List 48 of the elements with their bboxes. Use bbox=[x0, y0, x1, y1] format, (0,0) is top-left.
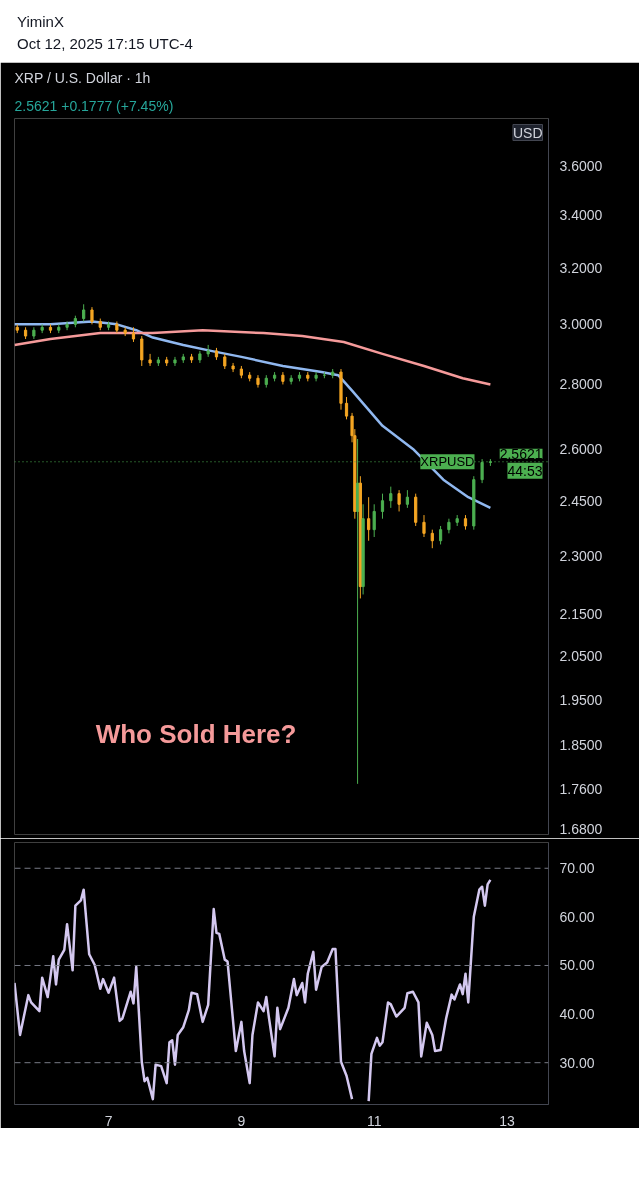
y-tick-label: 2.8000 bbox=[559, 376, 603, 393]
candlestick bbox=[389, 486, 393, 509]
candlestick bbox=[148, 353, 152, 367]
y-tick-label: 2.4500 bbox=[559, 492, 603, 509]
annotation: 44:53 bbox=[507, 462, 543, 479]
candlestick bbox=[430, 529, 434, 549]
line-series bbox=[14, 320, 492, 510]
y-tick-label: 30.00 bbox=[559, 1054, 595, 1071]
y-tick-label: 1.7600 bbox=[559, 780, 603, 797]
y-tick-label: 1.6800 bbox=[559, 821, 603, 838]
chart-title: XRP / U.S. Dollar · 1h bbox=[14, 69, 151, 86]
x-tick-label: 7 bbox=[104, 1112, 113, 1129]
y-axis-title: USD bbox=[512, 124, 543, 141]
candlestick bbox=[397, 489, 401, 512]
annotation: 2.5621 bbox=[499, 445, 543, 462]
candlestick bbox=[438, 525, 443, 545]
candlestick bbox=[380, 493, 385, 520]
x-tick-label: 11 bbox=[366, 1112, 382, 1129]
y-tick-label: 3.0000 bbox=[559, 316, 603, 333]
y-tick-label: 60.00 bbox=[559, 908, 595, 925]
y-tick-label: 3.4000 bbox=[559, 207, 603, 224]
y-tick-label: 1.8500 bbox=[559, 737, 603, 754]
y-tick-label: 1.9500 bbox=[559, 691, 603, 708]
x-tick-label: 13 bbox=[499, 1112, 515, 1129]
chart-subtitle: 2.5621 +0.1777 (+7.45%) bbox=[14, 97, 174, 114]
y-tick-label: 3.2000 bbox=[559, 260, 603, 277]
candlestick bbox=[140, 335, 144, 367]
candlestick bbox=[422, 514, 426, 538]
ref-line-label: XRPUSD bbox=[420, 454, 475, 470]
text: YiminX bbox=[17, 13, 64, 30]
x-tick-label: 9 bbox=[237, 1112, 246, 1129]
candlestick bbox=[256, 374, 260, 389]
candlestick bbox=[372, 503, 376, 538]
candlestick bbox=[314, 371, 318, 382]
y-tick-label: 2.1500 bbox=[559, 606, 603, 623]
annotation: Who Sold Here? bbox=[95, 719, 297, 750]
line-series bbox=[14, 328, 492, 386]
y-tick-label: 2.3000 bbox=[559, 547, 603, 564]
text: Oct 12, 2025 17:15 UTC-4 bbox=[17, 35, 193, 52]
y-tick-label: 40.00 bbox=[559, 1006, 595, 1023]
y-tick-label: 50.00 bbox=[559, 957, 595, 974]
y-tick-label: 2.6000 bbox=[559, 440, 603, 457]
candlestick bbox=[65, 320, 69, 331]
candlestick bbox=[367, 496, 371, 542]
candlestick bbox=[344, 396, 349, 420]
y-tick-label: 2.0500 bbox=[559, 647, 603, 664]
y-tick-label: 70.00 bbox=[559, 860, 595, 877]
y-tick-label: 3.6000 bbox=[559, 157, 603, 174]
